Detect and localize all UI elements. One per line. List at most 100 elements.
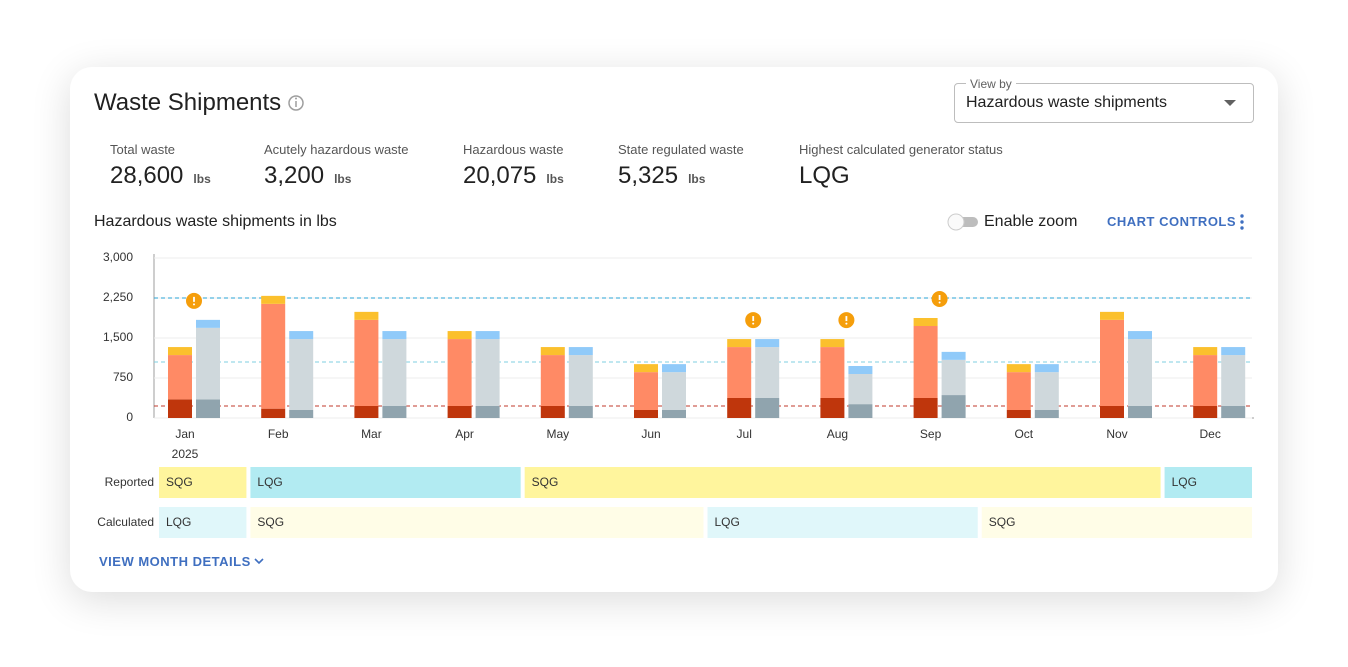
bar-segment	[196, 319, 220, 328]
bar-segment	[727, 339, 752, 348]
status-label: SQG	[532, 475, 559, 489]
status-segment	[250, 467, 521, 498]
alert-icon[interactable]	[931, 291, 948, 307]
bar-segment	[1034, 410, 1059, 418]
bar-segment	[1006, 410, 1031, 418]
stat-unit: lbs	[546, 172, 564, 186]
bar-segment	[1221, 355, 1246, 406]
status-segment	[981, 507, 1252, 538]
bar-segment	[540, 406, 565, 418]
status-segment	[159, 467, 247, 498]
bar-segment	[382, 406, 407, 418]
bar-segment	[1128, 331, 1152, 340]
row-label: Reported	[105, 475, 154, 489]
bar-segment	[1221, 406, 1246, 418]
status-label: LQG	[715, 515, 740, 529]
y-tick-label: 750	[113, 370, 133, 384]
bar-segment	[568, 347, 593, 356]
x-tick-label: Apr	[455, 427, 474, 441]
bar-segment	[820, 347, 845, 398]
bar-segment	[913, 326, 938, 398]
bar-segment	[1193, 347, 1218, 356]
bar-segment	[1100, 311, 1124, 320]
bar-segment	[540, 347, 565, 356]
bar-segment	[289, 410, 314, 418]
x-tick-label: May	[546, 427, 569, 441]
bar-segment	[662, 364, 686, 373]
alert-icon[interactable]	[186, 292, 202, 309]
select-label: View by	[966, 77, 1016, 91]
zoom-toggle[interactable]	[947, 213, 978, 231]
status-segment	[1164, 467, 1252, 498]
stat-number: 20,075	[463, 162, 537, 189]
status-label: SQG	[989, 515, 1016, 529]
bar-segment	[261, 408, 286, 418]
view-select[interactable]	[954, 83, 1254, 123]
stat-label: State regulated waste	[618, 142, 744, 157]
bar-segment	[540, 355, 565, 406]
y-tick-label: 1,500	[103, 330, 133, 344]
bar-segment	[913, 398, 938, 418]
chevron[interactable]	[254, 558, 264, 565]
info-icon[interactable]	[288, 95, 304, 111]
x-tick-label: Oct	[1014, 427, 1033, 441]
x-tick-label: Jan	[175, 427, 194, 441]
kebab-icon[interactable]	[1240, 214, 1244, 230]
bar-segment	[1128, 339, 1152, 406]
bar-segment	[1006, 372, 1031, 410]
bar-segment	[196, 327, 220, 400]
bar-segment	[820, 398, 845, 418]
x-tick-label: Sep	[920, 427, 942, 441]
bar-segment	[568, 406, 593, 418]
view-details[interactable]: VIEW MONTH DETAILS	[99, 554, 251, 569]
bar-segment	[755, 398, 780, 418]
bar-segment	[168, 399, 192, 418]
x-tick-label: Feb	[268, 427, 289, 441]
bar-segment	[382, 339, 407, 406]
bar-segment	[634, 372, 658, 410]
stat-unit: lbs	[334, 172, 352, 186]
bar-segment	[1193, 355, 1218, 406]
bar-segment	[354, 311, 379, 320]
bar-segment	[1034, 364, 1059, 373]
status-label: LQG	[1172, 475, 1197, 489]
status-label: SQG	[257, 515, 284, 529]
bar-segment	[168, 355, 192, 400]
y-tick-label: 0	[126, 410, 133, 424]
bar-segment	[1221, 347, 1246, 356]
bar-segment	[354, 319, 379, 406]
chart-controls[interactable]: CHART CONTROLS	[1107, 214, 1237, 229]
stat-value: LQG	[799, 162, 850, 190]
bar-segment	[941, 351, 966, 360]
status-segment	[250, 507, 704, 538]
alert-icon[interactable]	[745, 312, 762, 329]
status-label: LQG	[257, 475, 282, 489]
x-year-label: 2025	[172, 447, 199, 461]
stat-value: 20,075 lbs	[463, 162, 564, 190]
bar-segment	[289, 331, 314, 340]
select-caret[interactable]	[1224, 100, 1236, 106]
stat-number: LQG	[799, 162, 850, 189]
bar-segment	[848, 374, 873, 405]
select-value[interactable]: Hazardous waste shipments	[966, 94, 1167, 111]
stat-label: Highest calculated generator status	[799, 142, 1003, 157]
stat-label: Total waste	[110, 142, 176, 157]
stat-unit: lbs	[688, 172, 706, 186]
stat-label: Acutely hazardous waste	[264, 142, 409, 157]
zoom-label[interactable]: Enable zoom	[984, 213, 1078, 230]
y-tick-label: 3,000	[103, 250, 133, 264]
bar-segment	[568, 355, 593, 406]
bar-segment	[1006, 364, 1031, 373]
row-label: Calculated	[97, 515, 154, 529]
bar-segment	[634, 410, 658, 418]
title: Waste Shipments	[94, 89, 282, 116]
stat-value: 28,600 lbs	[110, 162, 211, 190]
bar-segment	[634, 364, 658, 373]
bar-segment	[848, 404, 873, 418]
stat-number: 3,200	[264, 162, 325, 189]
status-label: SQG	[166, 475, 193, 489]
bar-segment	[1100, 406, 1124, 418]
alert-icon[interactable]	[838, 312, 855, 329]
